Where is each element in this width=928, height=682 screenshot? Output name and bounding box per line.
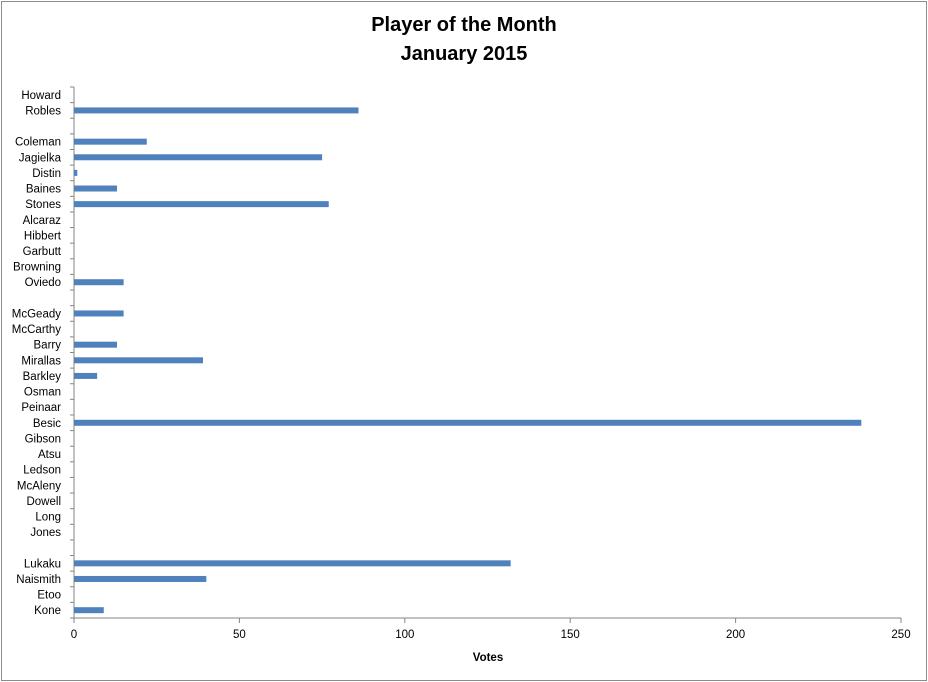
x-tick-label: 150 [561, 629, 580, 641]
axes [70, 86, 902, 623]
category-label: Garbutt [23, 246, 62, 258]
bar [74, 560, 511, 567]
category-label: Ledson [23, 465, 61, 477]
category-label: Jagielka [19, 152, 62, 164]
category-label: Hibbert [24, 230, 62, 242]
bar [74, 138, 147, 145]
category-labels: Howard Robles Coleman Jagielka Distin Baines S… [12, 90, 62, 617]
category-label: Distin [32, 168, 61, 180]
bar [74, 185, 118, 192]
category-label: McGeady [12, 308, 61, 320]
category-label: Atsu [38, 449, 61, 461]
category-label: Barry [34, 340, 62, 352]
category-label: Howard [21, 90, 61, 102]
category-label: Etoo [37, 590, 61, 602]
bar [74, 107, 359, 114]
category-label: Baines [26, 184, 61, 196]
chart-subtitle: January 2015 [400, 43, 528, 65]
bar [74, 607, 104, 614]
category-label: Gibson [25, 433, 61, 445]
category-label: Coleman [15, 137, 61, 149]
x-tick-label: 200 [726, 629, 745, 641]
bar [74, 154, 323, 161]
x-tick-label: 100 [395, 629, 414, 641]
category-label: Barkley [23, 371, 62, 383]
bar [74, 372, 98, 379]
x-tick-label: 250 [891, 629, 910, 641]
category-label: Osman [24, 387, 61, 399]
category-label: Naismith [16, 574, 61, 586]
category-label: Alcaraz [23, 215, 62, 227]
bar [74, 169, 78, 176]
bar [74, 310, 124, 317]
category-label: Long [35, 511, 61, 523]
category-label: Besic [33, 418, 61, 430]
x-tick-labels: 0 50 100 150 200 250 [71, 629, 911, 641]
x-tick-label: 50 [233, 629, 246, 641]
category-label: Dowell [26, 496, 61, 508]
bar [74, 341, 118, 348]
x-tick-label: 0 [71, 629, 77, 641]
bar [74, 419, 862, 426]
category-label: Peinaar [21, 402, 61, 414]
category-label: Mirallas [21, 355, 61, 367]
bar [74, 357, 204, 364]
category-label: Kone [34, 605, 61, 617]
x-axis-label: Votes [473, 652, 503, 664]
category-label: Jones [30, 527, 61, 539]
category-label: Browning [13, 262, 61, 274]
category-label: McCarthy [12, 324, 61, 336]
bar [74, 279, 124, 286]
category-label: Oviedo [25, 277, 61, 289]
category-label: Robles [25, 105, 61, 117]
category-label: McAleny [17, 480, 61, 492]
category-label: Stones [25, 199, 61, 211]
bar [74, 201, 329, 208]
category-label: Lukaku [24, 558, 61, 570]
bar [74, 575, 207, 582]
chart-title: Player of the Month [371, 14, 557, 36]
bars [74, 107, 862, 614]
